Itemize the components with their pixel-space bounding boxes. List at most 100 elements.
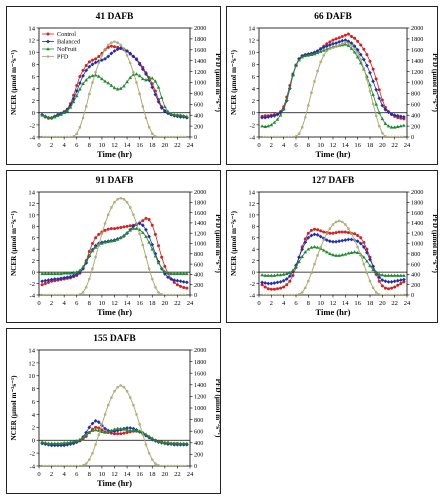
- point-nofruit: [278, 113, 283, 117]
- point-nofruit: [40, 440, 44, 444]
- point-pfd: [88, 277, 91, 281]
- point-pfd: [279, 135, 282, 137]
- x-tick-label: 6: [75, 471, 79, 478]
- point-pfd: [381, 131, 384, 135]
- point-balanced: [300, 247, 305, 252]
- legend-label-balanced: Balanced: [57, 39, 81, 46]
- y2-tick-label: 1000: [411, 80, 423, 87]
- point-nofruit: [172, 112, 177, 116]
- point-nofruit: [362, 255, 366, 259]
- point-nofruit: [90, 249, 95, 253]
- point-pfd: [141, 243, 145, 247]
- point-balanced: [112, 49, 117, 53]
- point-pfd: [46, 55, 50, 58]
- point-balanced: [184, 280, 189, 285]
- point-balanced: [260, 115, 264, 120]
- point-nofruit: [386, 273, 391, 277]
- point-pfd: [182, 135, 186, 137]
- y2-tick-label: 2000: [194, 25, 206, 32]
- point-pfd: [319, 245, 322, 249]
- x-tick-label: 14: [342, 300, 349, 307]
- y2-tick-label: 1400: [411, 58, 423, 65]
- point-nofruit: [150, 436, 155, 440]
- chart-title: 66 DAFB: [314, 12, 352, 22]
- point-pfd: [169, 293, 173, 295]
- point-nofruit: [156, 261, 161, 265]
- point-balanced: [128, 426, 133, 430]
- point-pfd: [84, 285, 88, 289]
- y2-tick-label: 1200: [194, 69, 206, 76]
- point-control: [260, 283, 264, 287]
- y-tick-label: 8: [252, 62, 256, 69]
- y-tick-label: 12: [248, 201, 255, 208]
- point-pfd: [113, 40, 116, 43]
- point-pfd: [78, 293, 82, 295]
- y-tick-label: 4: [32, 412, 36, 419]
- y2-tick-label: 1000: [194, 241, 206, 248]
- x-tick-label: 10: [99, 142, 106, 149]
- point-control: [90, 242, 94, 245]
- point-balanced: [125, 426, 129, 430]
- point-pfd: [399, 135, 403, 137]
- point-pfd: [285, 135, 289, 137]
- point-pfd: [176, 135, 179, 137]
- point-control: [331, 38, 335, 42]
- point-nofruit: [383, 121, 388, 125]
- y-tick-label: 6: [32, 235, 36, 242]
- point-nofruit: [169, 112, 173, 116]
- point-nofruit: [156, 85, 161, 89]
- point-balanced: [71, 441, 76, 446]
- point-control: [84, 64, 88, 68]
- point-pfd: [166, 293, 170, 295]
- x-tick-label: 20: [162, 142, 169, 149]
- point-nofruit: [106, 429, 111, 434]
- y2-tick-label: 1200: [411, 69, 423, 76]
- y2-tick-label: 400: [194, 112, 203, 119]
- y2-tick-label: 1400: [411, 220, 423, 227]
- point-control: [172, 280, 176, 284]
- point-pfd: [110, 396, 113, 399]
- y2-tick-label: 1400: [194, 220, 206, 227]
- point-pfd: [160, 464, 163, 466]
- point-pfd: [72, 135, 75, 137]
- point-nofruit: [269, 273, 274, 277]
- point-pfd: [50, 135, 53, 137]
- point-control: [46, 32, 50, 36]
- point-balanced: [312, 232, 317, 237]
- point-control: [103, 228, 107, 232]
- point-control: [272, 287, 276, 291]
- point-balanced: [178, 279, 183, 284]
- x-tick-label: 20: [162, 300, 169, 307]
- point-nofruit: [153, 254, 158, 258]
- point-nofruit: [62, 271, 66, 275]
- point-pfd: [128, 61, 132, 65]
- point-nofruit: [377, 110, 382, 115]
- point-balanced: [368, 70, 372, 75]
- point-nofruit: [141, 230, 145, 234]
- x-tick-label: 2: [50, 471, 53, 478]
- point-control: [153, 232, 157, 236]
- point-control: [359, 43, 363, 47]
- point-nofruit: [312, 245, 317, 249]
- point-balanced: [134, 57, 139, 62]
- point-pfd: [279, 293, 282, 295]
- y-tick-label: 2: [252, 258, 255, 265]
- chart-title: 91 DAFB: [96, 176, 134, 186]
- point-balanced: [315, 233, 320, 237]
- point-pfd: [340, 220, 344, 224]
- point-pfd: [53, 135, 57, 137]
- point-pfd: [303, 116, 307, 119]
- point-pfd: [75, 293, 79, 295]
- point-control: [175, 283, 179, 287]
- point-pfd: [119, 43, 123, 47]
- point-pfd: [150, 132, 154, 136]
- point-nofruit: [352, 250, 357, 254]
- point-pfd: [128, 206, 132, 209]
- point-pfd: [393, 293, 396, 295]
- point-nofruit: [315, 50, 320, 55]
- point-nofruit: [321, 48, 326, 52]
- point-nofruit: [43, 114, 48, 118]
- chart-41-dafb: 41 DAFB-4-202468101214020040060080010001…: [10, 12, 220, 159]
- point-balanced: [144, 72, 148, 76]
- y2-tick-label: 200: [194, 282, 203, 289]
